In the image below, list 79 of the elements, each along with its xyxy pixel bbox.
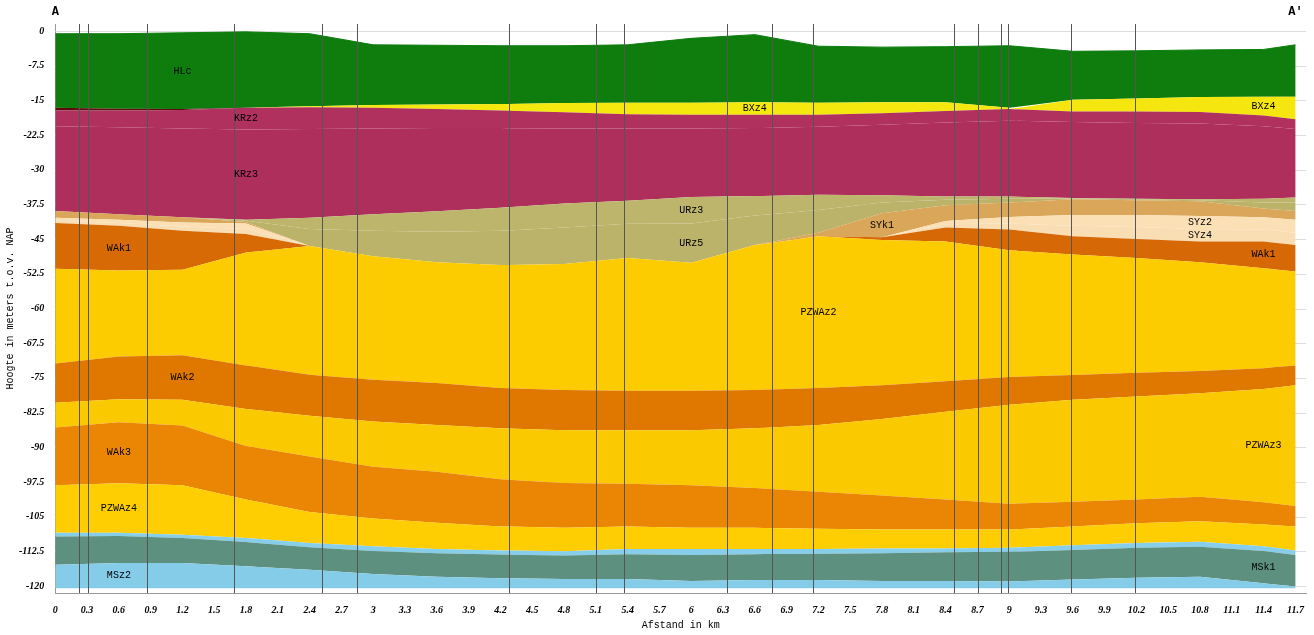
x-tick-label: 5.1 [589, 603, 603, 615]
series-label: HLc [173, 65, 192, 77]
x-tick-label: 10.2 [1127, 603, 1146, 615]
x-tick-label: 9.3 [1034, 603, 1048, 615]
y-tick-label: -7.5 [28, 59, 45, 71]
series-label: WAk1 [1251, 249, 1276, 261]
series-label: PZWAz3 [1245, 440, 1282, 452]
series-label: WAk2 [170, 372, 195, 384]
y-tick-label: -97.5 [23, 475, 45, 487]
y-tick-label: -22.5 [23, 128, 45, 140]
text: A' [1288, 5, 1303, 20]
x-tick-label: 7.5 [843, 603, 857, 615]
series-label: MSz2 [106, 570, 131, 582]
series-label: MSk1 [1251, 561, 1276, 573]
series-label: KRz2 [234, 113, 259, 125]
series-label: WAk1 [106, 242, 131, 254]
x-tick-label: 6.9 [780, 603, 793, 615]
x-tick-label: 8.1 [907, 603, 921, 615]
x-tick-label: 6 [688, 603, 694, 615]
y-tick-label: -75 [30, 371, 45, 383]
series-label: BXz4 [1251, 100, 1276, 112]
x-tick-label: 11.7 [1286, 603, 1305, 615]
series-label: BXz4 [742, 103, 767, 115]
x-tick-label: 10.5 [1159, 603, 1177, 615]
x-tick-label: 2.7 [334, 603, 349, 615]
series-label: URz5 [679, 237, 704, 249]
x-tick-label: 6.6 [748, 603, 762, 615]
y-tick-label: -15 [30, 93, 45, 105]
x-tick-label: 2.1 [270, 603, 285, 615]
x-tick-label: 0.3 [80, 603, 94, 615]
x-tick-label: 4.2 [493, 603, 507, 615]
y-tick-label: -45 [30, 232, 45, 244]
y-tick-label: -90 [30, 440, 45, 452]
x-axis-title: Afstand in km [641, 619, 720, 631]
x-tick-label: 3.6 [429, 603, 444, 615]
x-tick-label: 8.4 [939, 603, 952, 615]
x-tick-label: 4.8 [556, 603, 571, 615]
x-tick-label: 1.2 [176, 603, 189, 615]
y-tick-label: -30 [30, 163, 45, 175]
x-tick-label: 0 [52, 603, 58, 615]
y-tick-label: -120 [25, 579, 45, 591]
series-label: URz3 [679, 204, 704, 216]
x-tick-label: 7.2 [812, 603, 825, 615]
y-tick-label: -52.5 [23, 267, 45, 279]
x-tick-label: 3.3 [397, 603, 412, 615]
y-tick-label: -37.5 [23, 197, 45, 209]
x-tick-label: 9 [1006, 603, 1012, 615]
x-tick-label: 11.4 [1255, 603, 1273, 615]
y-axis-title: Hoogte in meters t.o.v. NAP [4, 227, 16, 390]
x-tick-label: 1.5 [208, 603, 221, 615]
x-tick-label: 3.9 [461, 603, 475, 615]
y-tick-label: -67.5 [23, 336, 45, 348]
series-label: KRz3 [234, 169, 259, 181]
x-tick-label: 2.4 [302, 603, 316, 615]
x-tick-label: 5.7 [653, 603, 667, 615]
series-label: SYz4 [1188, 229, 1213, 241]
x-tick-label: 5.4 [621, 603, 634, 615]
x-tick-label: 0.9 [144, 603, 157, 615]
x-tick-label: 8.7 [971, 603, 985, 615]
x-tick-label: 11.1 [1223, 603, 1241, 615]
y-tick-label: -105 [25, 510, 45, 522]
series-label: SYz2 [1188, 217, 1213, 229]
x-tick-label: 1.8 [239, 603, 253, 615]
y-tick-label: 0 [39, 24, 45, 36]
x-tick-label: 3 [369, 603, 376, 615]
x-tick-label: 9.9 [1098, 603, 1111, 615]
y-tick-label: -60 [30, 302, 45, 314]
x-tick-label: 7.8 [875, 603, 889, 615]
y-tick-label: -112.5 [19, 544, 45, 556]
x-tick-label: 4.5 [525, 603, 539, 615]
x-tick-label: 10.8 [1191, 603, 1209, 615]
series-label: WAk3 [106, 447, 131, 459]
series-label: SYk1 [870, 219, 895, 231]
x-tick-label: 6.3 [716, 603, 730, 615]
x-tick-label: 9.6 [1066, 603, 1080, 615]
x-tick-label: 0.6 [112, 603, 126, 615]
series-label: PZWAz4 [100, 502, 137, 514]
text: A [51, 5, 60, 20]
y-tick-label: -82.5 [23, 406, 45, 418]
